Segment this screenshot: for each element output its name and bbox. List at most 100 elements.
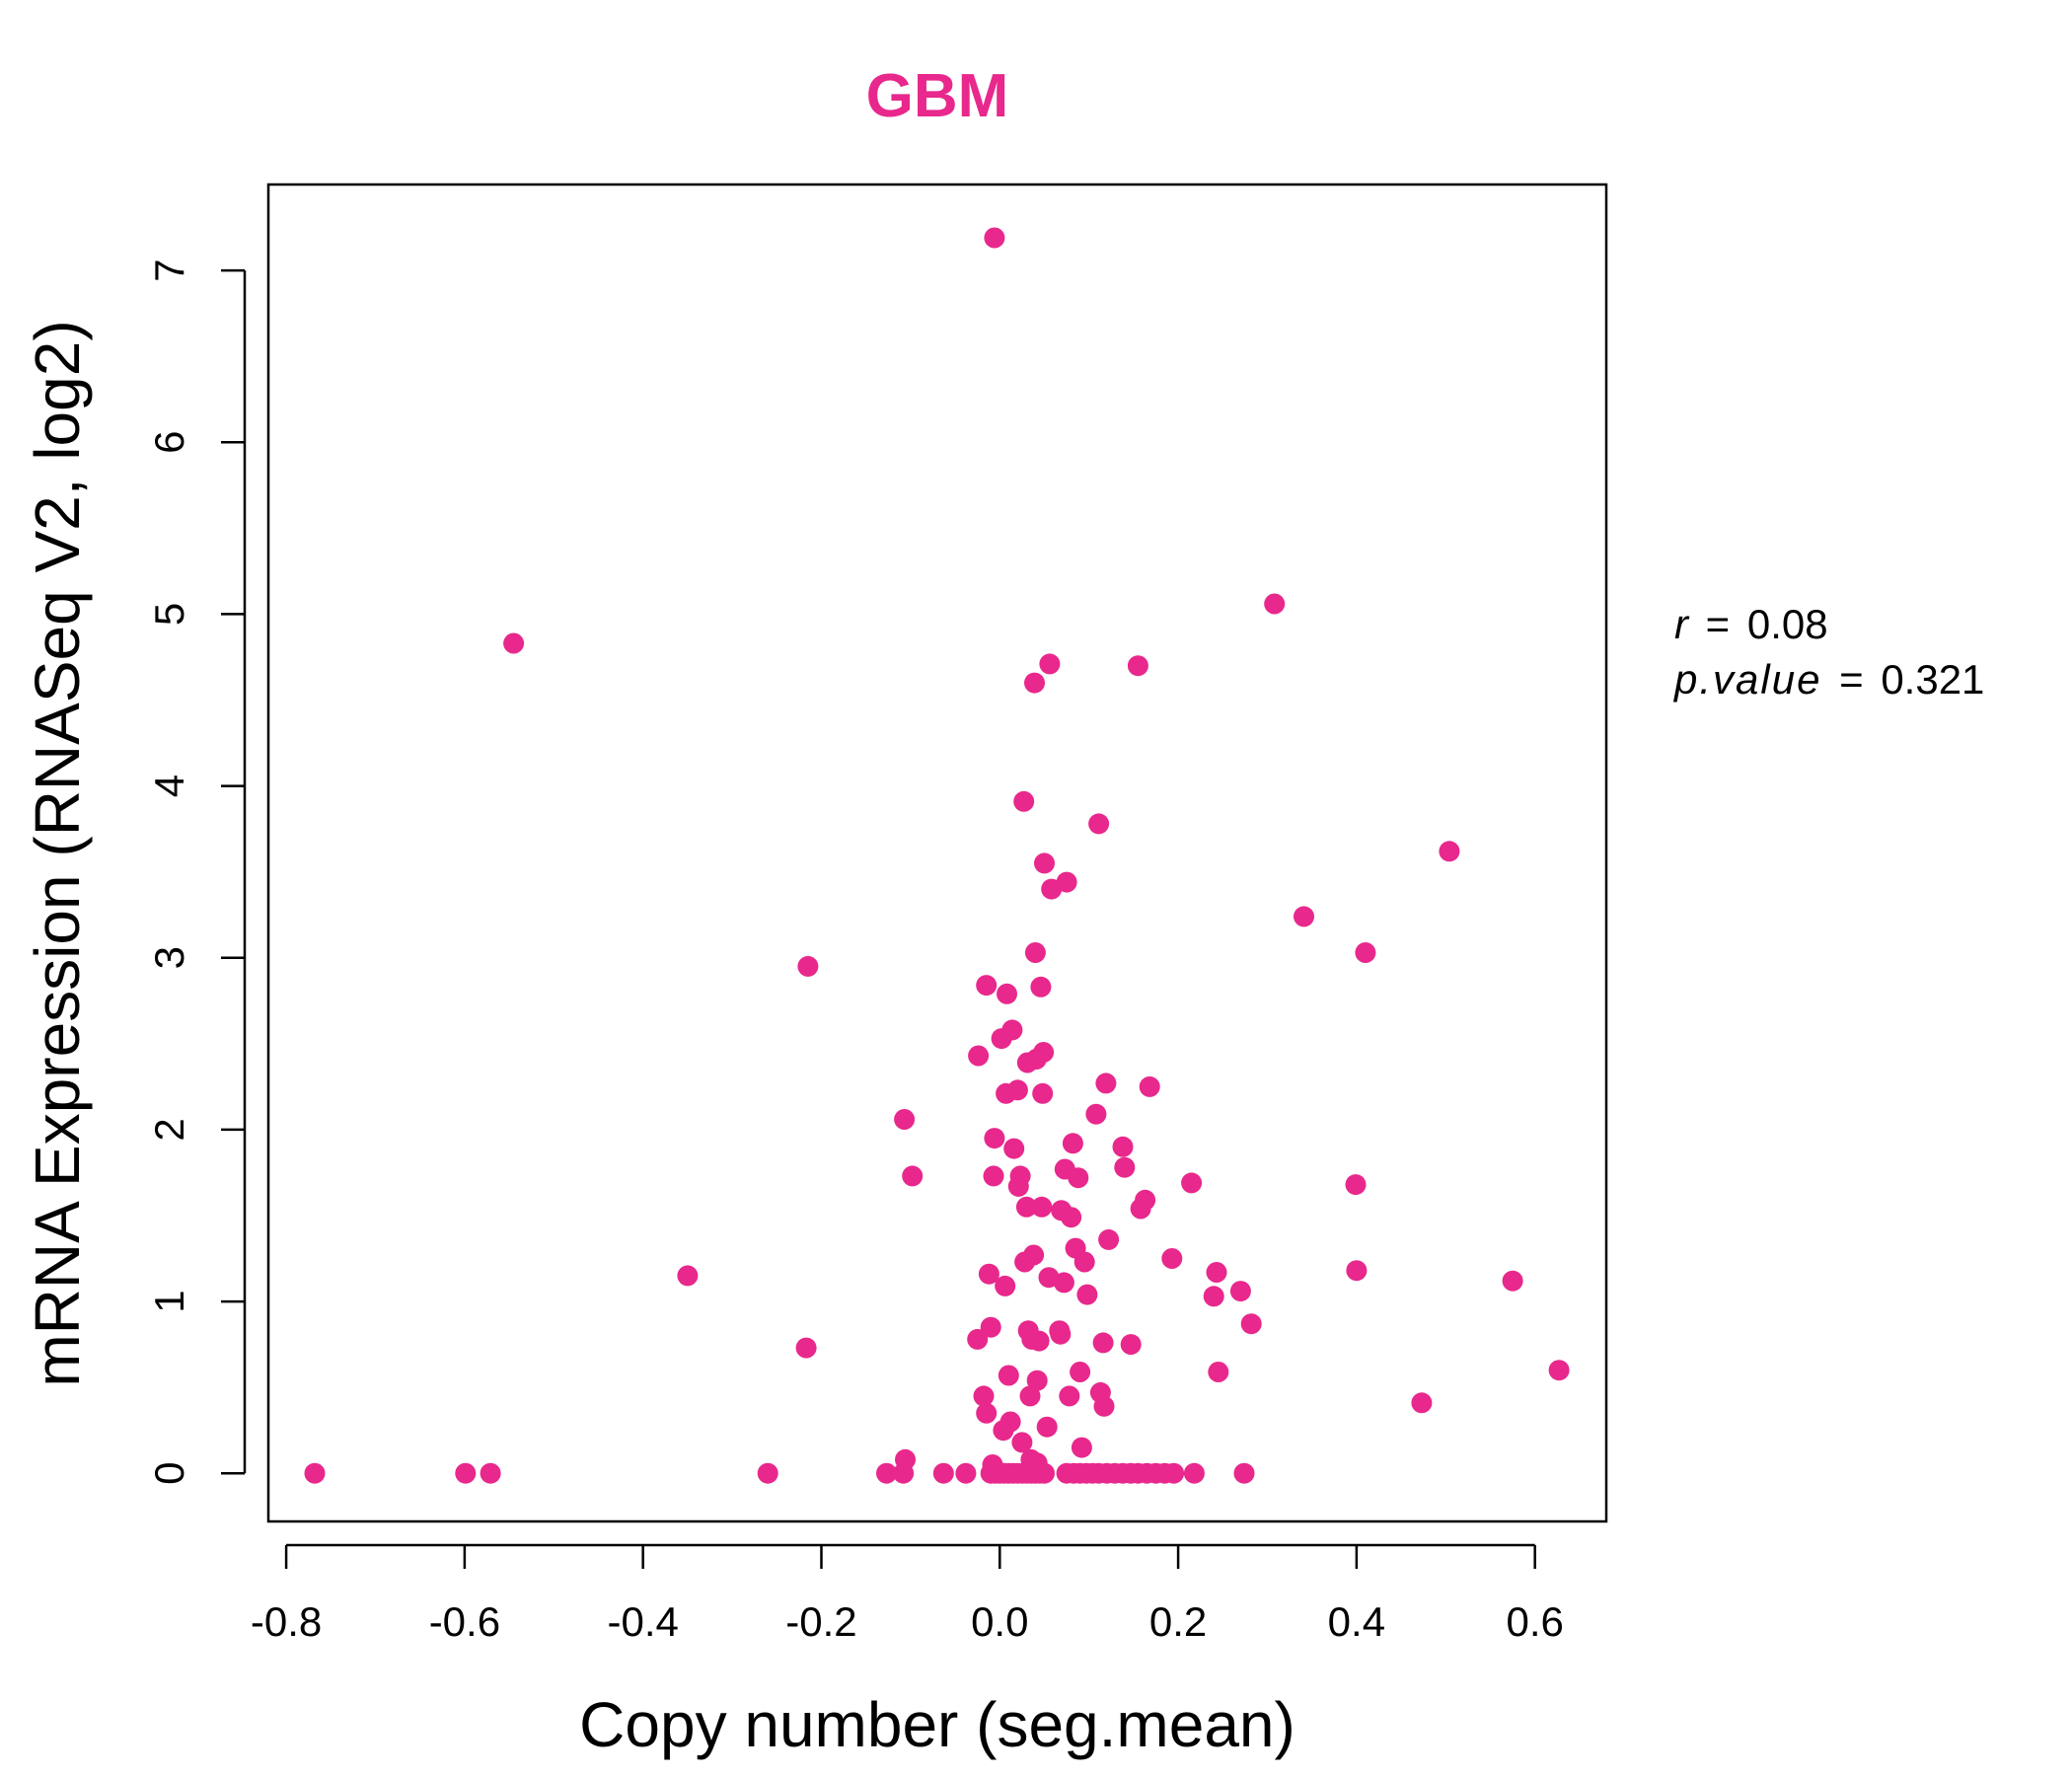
- data-point: [1355, 942, 1376, 963]
- p-symbol: p.value: [1672, 656, 1821, 703]
- x-axis: -0.8 -0.6 -0.4 -0.2 0.0 0.2 0.4 0.6: [251, 1543, 1564, 1645]
- x-axis-label: Copy number (seg.mean): [579, 1689, 1295, 1760]
- data-point: [995, 1275, 1016, 1296]
- data-point: [1073, 1251, 1095, 1273]
- data-point: [967, 1328, 989, 1350]
- data-point: [1502, 1270, 1523, 1292]
- correlation-stats: r = 0.08 p.value = 0.321: [1672, 601, 1984, 703]
- data-point: [1015, 1196, 1037, 1218]
- y-tick-label: 4: [146, 775, 192, 797]
- y-tick-label: 1: [146, 1290, 192, 1312]
- data-point: [997, 983, 1017, 1004]
- data-point: [1039, 653, 1061, 675]
- data-point: [1033, 1042, 1055, 1063]
- data-point: [1264, 593, 1286, 615]
- data-point: [1411, 1392, 1433, 1414]
- data-point: [1183, 1462, 1205, 1484]
- data-point: [1006, 1079, 1028, 1101]
- data-point: [976, 1402, 998, 1424]
- data-point: [1053, 1272, 1074, 1294]
- data-point: [1181, 1172, 1203, 1194]
- x-tick-label: -0.8: [251, 1598, 322, 1645]
- r-stat: r = 0.08: [1674, 601, 1828, 647]
- data-point: [980, 1316, 1001, 1338]
- data-point: [1208, 1362, 1229, 1382]
- data-point: [999, 1411, 1021, 1433]
- data-point: [1120, 1334, 1142, 1356]
- data-point: [1062, 1133, 1083, 1154]
- data-point: [968, 1045, 990, 1067]
- data-point: [1023, 1244, 1045, 1266]
- data-point: [1068, 1167, 1089, 1189]
- data-point: [902, 1165, 924, 1187]
- data-point: [1009, 1165, 1031, 1187]
- data-point: [1030, 976, 1052, 998]
- data-point: [1001, 1019, 1023, 1041]
- data-point: [1161, 1248, 1183, 1269]
- data-point: [1013, 790, 1035, 812]
- data-point: [1024, 672, 1045, 694]
- data-point: [973, 1385, 995, 1407]
- y-tick-label: 2: [146, 1118, 192, 1141]
- data-point: [1059, 1385, 1080, 1407]
- y-tick-label: 0: [146, 1462, 192, 1485]
- data-point: [1056, 871, 1077, 893]
- data-point: [1031, 1196, 1053, 1218]
- data-point: [1240, 1313, 1262, 1335]
- y-axis: 0 1 2 3 4 5 6 7: [146, 259, 247, 1485]
- data-point: [1294, 906, 1314, 927]
- p-stat: p.value = 0.321: [1672, 656, 1984, 703]
- y-tick-label: 3: [146, 946, 192, 969]
- data-point: [757, 1462, 778, 1484]
- data-point: [1206, 1262, 1227, 1283]
- r-equals: =: [1706, 601, 1731, 647]
- data-point: [1050, 1323, 1072, 1345]
- data-point: [983, 1165, 1004, 1187]
- data-point: [932, 1462, 954, 1484]
- x-tick-label: 0.6: [1506, 1598, 1563, 1645]
- data-point: [1439, 841, 1460, 862]
- data-point: [304, 1462, 326, 1484]
- data-point: [976, 975, 998, 997]
- data-point: [1127, 655, 1148, 677]
- x-tick-label: 0.0: [971, 1598, 1028, 1645]
- r-value: 0.08: [1747, 601, 1828, 647]
- r-symbol: r: [1674, 601, 1690, 647]
- data-point: [1098, 1228, 1120, 1250]
- data-point: [1071, 1437, 1092, 1458]
- plot-frame: [266, 183, 1608, 1523]
- data-point: [1032, 1082, 1054, 1104]
- data-point: [1093, 1395, 1115, 1417]
- data-point: [1036, 1416, 1058, 1438]
- y-tick-label: 7: [146, 259, 192, 281]
- data-point: [1070, 1362, 1091, 1382]
- data-point: [1034, 852, 1055, 874]
- data-point: [480, 1462, 501, 1484]
- data-point: [984, 227, 1005, 249]
- data-point: [876, 1462, 897, 1484]
- data-point: [1085, 1103, 1107, 1125]
- data-point: [1019, 1385, 1041, 1407]
- p-value: 0.321: [1881, 656, 1984, 703]
- y-axis-label: mRNA Expression (RNASeq V2, log2): [22, 320, 93, 1386]
- data-point: [1076, 1284, 1098, 1305]
- data-point: [894, 1109, 916, 1130]
- data-point: [1003, 1138, 1025, 1159]
- y-tick-label: 5: [146, 603, 192, 626]
- data-point: [1229, 1281, 1251, 1302]
- x-tick-label: -0.6: [429, 1598, 500, 1645]
- data-point: [895, 1448, 916, 1470]
- data-point: [1548, 1360, 1570, 1381]
- p-equals: =: [1839, 656, 1864, 703]
- data-point: [1095, 1073, 1117, 1094]
- data-point: [503, 632, 525, 654]
- x-tick-label: -0.4: [607, 1598, 678, 1645]
- data-point: [795, 1337, 817, 1359]
- data-point: [1114, 1156, 1136, 1178]
- chart-title: GBM: [866, 62, 1009, 130]
- data-point: [1345, 1174, 1367, 1196]
- data-point: [1024, 942, 1046, 963]
- y-tick-label: 6: [146, 431, 192, 454]
- data-point: [978, 1263, 999, 1285]
